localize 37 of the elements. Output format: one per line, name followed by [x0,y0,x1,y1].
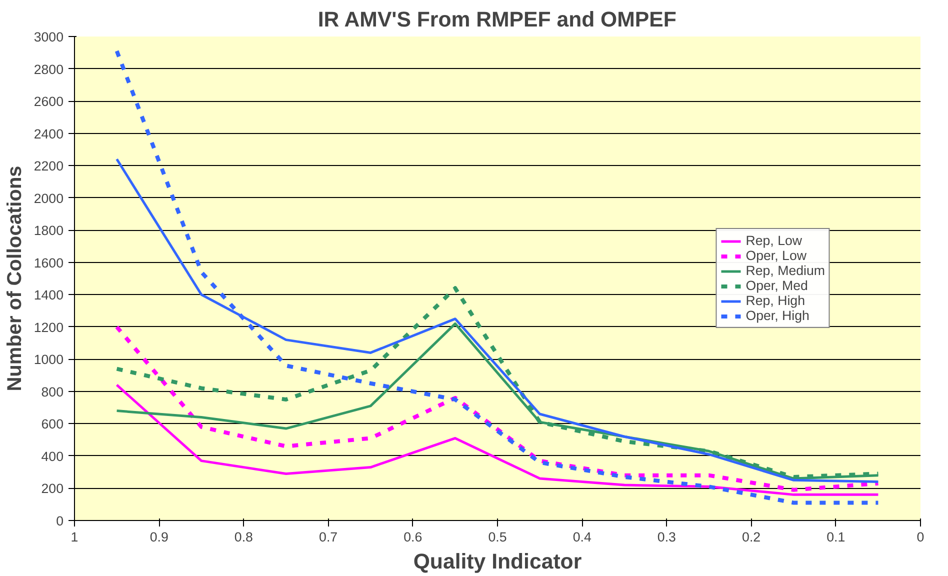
legend-label: Rep, Low [746,233,802,248]
y-tick-label: 2000 [34,190,64,206]
x-tick-label: 0.7 [319,530,338,544]
legend-label: Oper, Med [746,278,808,293]
y-tick-label: 2600 [34,94,64,110]
x-tick-label: 0.5 [488,530,507,544]
x-tick-label: 0 [916,530,924,544]
y-tick-label: 1400 [34,288,64,303]
y-tick-label: 1600 [34,255,64,270]
x-tick-label: 0.6 [404,530,422,544]
x-tick-label: 0.8 [234,530,253,544]
x-tick-label: 0.2 [742,530,761,544]
y-tick-label: 2200 [34,158,64,174]
legend-label: Rep, Medium [746,263,825,278]
y-tick-label: 1200 [34,320,64,335]
y-tick-label: 800 [41,384,64,400]
y-axis-title: Number of Collocations [4,166,26,392]
x-tick-label: 0.3 [657,530,676,544]
legend-label: Oper, Low [746,248,806,263]
x-tick-label: 1 [70,530,78,544]
y-tick-label: 0 [56,514,64,528]
y-tick-label: 200 [41,481,64,496]
y-tick-label: 600 [41,416,64,432]
x-tick-label: 0.4 [572,530,592,544]
x-tick-label: 0.9 [150,530,168,544]
y-tick-label: 2400 [34,126,64,142]
chart-title: IR AMV'S From RMPEF and OMPEF [318,8,676,32]
line-series [114,49,880,505]
y-tick-label: 3000 [34,30,64,44]
y-tick-label: 1000 [34,352,64,368]
x-axis-title: Quality Indicator [413,550,582,574]
y-tick-label: 1800 [34,223,64,238]
legend-label: Oper, High [746,308,810,323]
y-tick-label: 2800 [34,62,64,77]
x-tick-label: 0.1 [826,530,846,544]
legend-label: Rep, High [746,293,806,308]
y-tick-label: 400 [41,448,64,464]
